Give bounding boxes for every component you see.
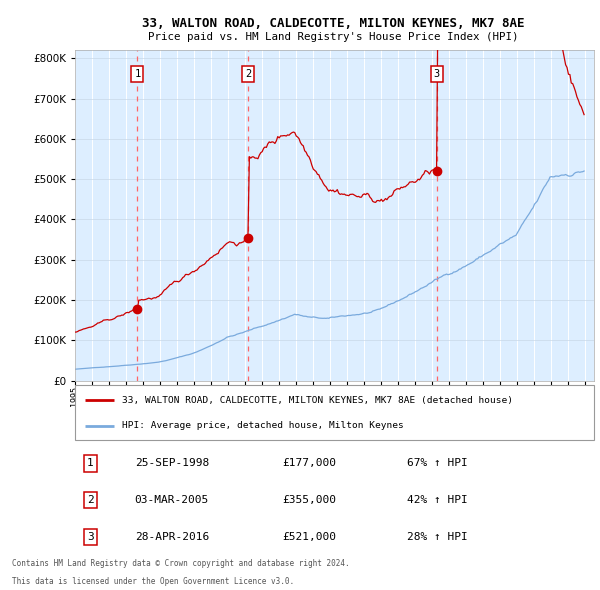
Text: 2: 2 bbox=[245, 70, 251, 79]
Text: 28-APR-2016: 28-APR-2016 bbox=[134, 532, 209, 542]
Text: This data is licensed under the Open Government Licence v3.0.: This data is licensed under the Open Gov… bbox=[12, 577, 294, 586]
Text: 3: 3 bbox=[433, 70, 440, 79]
Text: 28% ↑ HPI: 28% ↑ HPI bbox=[407, 532, 468, 542]
Text: 1: 1 bbox=[134, 70, 140, 79]
Text: 03-MAR-2005: 03-MAR-2005 bbox=[134, 495, 209, 505]
Text: £521,000: £521,000 bbox=[283, 532, 337, 542]
Text: Contains HM Land Registry data © Crown copyright and database right 2024.: Contains HM Land Registry data © Crown c… bbox=[12, 559, 350, 568]
Text: 42% ↑ HPI: 42% ↑ HPI bbox=[407, 495, 468, 505]
Text: 33, WALTON ROAD, CALDECOTTE, MILTON KEYNES, MK7 8AE (detached house): 33, WALTON ROAD, CALDECOTTE, MILTON KEYN… bbox=[122, 395, 513, 405]
Text: £355,000: £355,000 bbox=[283, 495, 337, 505]
FancyBboxPatch shape bbox=[75, 385, 594, 440]
Text: 25-SEP-1998: 25-SEP-1998 bbox=[134, 458, 209, 468]
Text: 33, WALTON ROAD, CALDECOTTE, MILTON KEYNES, MK7 8AE: 33, WALTON ROAD, CALDECOTTE, MILTON KEYN… bbox=[142, 17, 524, 30]
Text: 3: 3 bbox=[87, 532, 94, 542]
Text: 1: 1 bbox=[87, 458, 94, 468]
Text: 67% ↑ HPI: 67% ↑ HPI bbox=[407, 458, 468, 468]
Text: HPI: Average price, detached house, Milton Keynes: HPI: Average price, detached house, Milt… bbox=[122, 421, 403, 430]
Text: £177,000: £177,000 bbox=[283, 458, 337, 468]
Text: 2: 2 bbox=[87, 495, 94, 505]
Text: Price paid vs. HM Land Registry's House Price Index (HPI): Price paid vs. HM Land Registry's House … bbox=[148, 32, 518, 41]
